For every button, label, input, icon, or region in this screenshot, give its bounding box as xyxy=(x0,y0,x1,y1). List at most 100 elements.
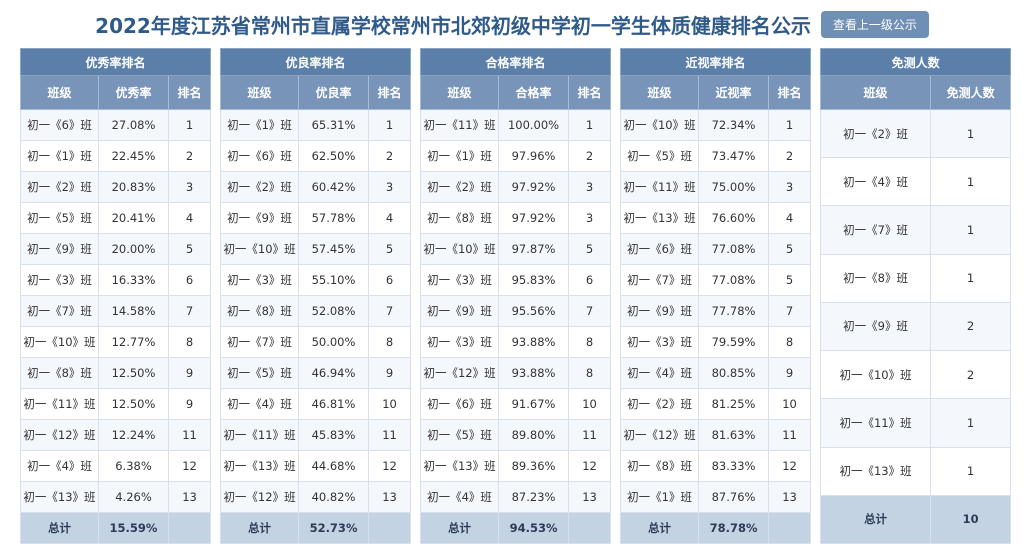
table-row: 初一《5》班 73.47% 2 xyxy=(620,140,812,172)
table-cell: 初一《10》班 xyxy=(620,109,700,141)
table-cell: 14.58% xyxy=(98,295,169,327)
table-cell: 初一《7》班 xyxy=(220,326,300,358)
table-cell: 77.08% xyxy=(698,264,770,296)
exempt-count-table: 免测人数 班级 免测人数 初一《2》班 1 初一《4》班 1 初一《7》班 1 初一《8》班 1 初一… xyxy=(820,48,1012,544)
table-cell: 5 xyxy=(768,264,812,296)
table-row: 初一《4》班 6.38% 12 xyxy=(20,450,212,482)
table-cell: 95.83% xyxy=(498,264,570,296)
table-cell: 初一《3》班 xyxy=(420,326,500,358)
total-cell: 78.78% xyxy=(698,512,770,544)
table-cell: 初一《10》班 xyxy=(820,350,932,400)
table-cell: 1 xyxy=(930,446,1012,496)
table-title: 近视率排名 xyxy=(620,48,812,76)
table-cell: 20.00% xyxy=(98,233,169,265)
table-row: 初一《1》班 97.96% 2 xyxy=(420,140,612,172)
table-cell: 93.88% xyxy=(498,357,570,389)
table-cell: 7 xyxy=(167,295,212,327)
total-cell: 总计 xyxy=(220,512,300,544)
table-cell: 16.33% xyxy=(98,264,169,296)
table-cell: 初一《1》班 xyxy=(620,481,700,513)
table-cell: 57.45% xyxy=(298,233,370,265)
table-cell: 初一《13》班 xyxy=(620,202,700,234)
table-cell: 初一《4》班 xyxy=(620,357,700,389)
total-cell xyxy=(768,512,812,544)
table-cell: 初一《2》班 xyxy=(820,108,932,159)
table-cell: 初一《2》班 xyxy=(220,171,300,203)
table-cell: 初一《4》班 xyxy=(20,450,99,482)
table-cell: 77.08% xyxy=(698,233,770,265)
table-cell: 初一《2》班 xyxy=(420,171,500,203)
table-cell: 1 xyxy=(568,109,612,141)
table-cell: 81.63% xyxy=(698,419,770,451)
table-row: 初一《3》班 16.33% 6 xyxy=(20,264,212,296)
column-header: 优良率 xyxy=(298,75,370,110)
table-title: 合格率排名 xyxy=(420,48,612,76)
table-row: 初一《4》班 46.81% 10 xyxy=(220,388,412,420)
table-cell: 62.50% xyxy=(298,140,370,172)
table-cell: 初一《2》班 xyxy=(20,171,99,203)
table-row: 初一《11》班 1 xyxy=(820,398,1012,448)
table-row: 初一《5》班 89.80% 11 xyxy=(420,419,612,451)
table-cell: 10 xyxy=(768,388,812,420)
table-cell: 初一《9》班 xyxy=(420,295,500,327)
table-cell: 初一《9》班 xyxy=(820,301,932,352)
column-header: 排名 xyxy=(167,75,212,110)
table-cell: 22.45% xyxy=(98,140,169,172)
table-row: 初一《6》班 77.08% 5 xyxy=(620,233,812,265)
table-cell: 初一《7》班 xyxy=(620,264,700,296)
table-cell: 初一《1》班 xyxy=(220,109,300,141)
column-header: 排名 xyxy=(368,75,412,110)
total-row: 总计 94.53% xyxy=(420,512,612,544)
table-row: 初一《3》班 55.10% 6 xyxy=(220,264,412,296)
column-header: 优秀率 xyxy=(98,75,169,110)
table-cell: 5 xyxy=(368,233,412,265)
table-cell: 6 xyxy=(167,264,212,296)
table-cell: 初一《12》班 xyxy=(220,481,300,513)
table-cell: 83.33% xyxy=(698,450,770,482)
table-cell: 4 xyxy=(368,202,412,234)
table-cell: 77.78% xyxy=(698,295,770,327)
table-cell: 60.42% xyxy=(298,171,370,203)
table-cell: 初一《1》班 xyxy=(20,140,99,172)
total-cell: 总计 xyxy=(620,512,700,544)
column-header: 近视率 xyxy=(698,75,770,110)
table-cell: 初一《3》班 xyxy=(220,264,300,296)
myopia-rate-table: 近视率排名 班级 近视率 排名 初一《10》班 72.34% 1 初一《5》班 73.47% 2 初… xyxy=(620,48,812,544)
table-row: 初一《1》班 87.76% 13 xyxy=(620,481,812,513)
table-title: 优秀率排名 xyxy=(19,48,212,76)
table-cell: 9 xyxy=(167,388,212,420)
table-row: 初一《11》班 12.50% 9 xyxy=(20,388,212,420)
view-parent-announcement-button[interactable]: 查看上一级公示 xyxy=(820,10,929,38)
table-cell: 12.50% xyxy=(98,388,169,420)
table-cell: 9 xyxy=(768,357,812,389)
table-cell: 8 xyxy=(167,326,212,358)
table-cell: 初一《8》班 xyxy=(820,253,932,303)
table-cell: 初一《5》班 xyxy=(420,419,500,451)
table-row: 初一《2》班 20.83% 3 xyxy=(20,171,212,203)
table-cell: 27.08% xyxy=(98,109,169,141)
table-cell: 45.83% xyxy=(298,419,370,451)
table-cell: 2 xyxy=(167,140,212,172)
table-row: 初一《13》班 1 xyxy=(820,446,1012,496)
table-row: 初一《2》班 60.42% 3 xyxy=(220,171,412,203)
table-row: 初一《8》班 1 xyxy=(820,253,1012,303)
table-cell: 89.80% xyxy=(498,419,570,451)
column-header: 排名 xyxy=(568,75,612,110)
table-cell: 79.59% xyxy=(698,326,770,358)
table-cell: 11 xyxy=(167,419,212,451)
total-row: 总计 15.59% xyxy=(20,512,212,544)
table-row: 初一《8》班 52.08% 7 xyxy=(220,295,412,327)
column-header: 班级 xyxy=(620,75,700,110)
table-row: 初一《12》班 40.82% 13 xyxy=(220,481,412,513)
table-row: 初一《7》班 1 xyxy=(820,205,1012,255)
table-row: 初一《10》班 72.34% 1 xyxy=(620,109,812,141)
table-cell: 初一《6》班 xyxy=(620,233,700,265)
total-cell: 52.73% xyxy=(298,512,370,544)
total-cell xyxy=(368,512,412,544)
table-cell: 20.41% xyxy=(98,202,169,234)
table-row: 初一《9》班 2 xyxy=(820,301,1012,352)
table-row: 初一《8》班 97.92% 3 xyxy=(420,202,612,234)
table-row: 初一《10》班 57.45% 5 xyxy=(220,233,412,265)
table-row: 初一《7》班 77.08% 5 xyxy=(620,264,812,296)
table-cell: 初一《5》班 xyxy=(620,140,700,172)
